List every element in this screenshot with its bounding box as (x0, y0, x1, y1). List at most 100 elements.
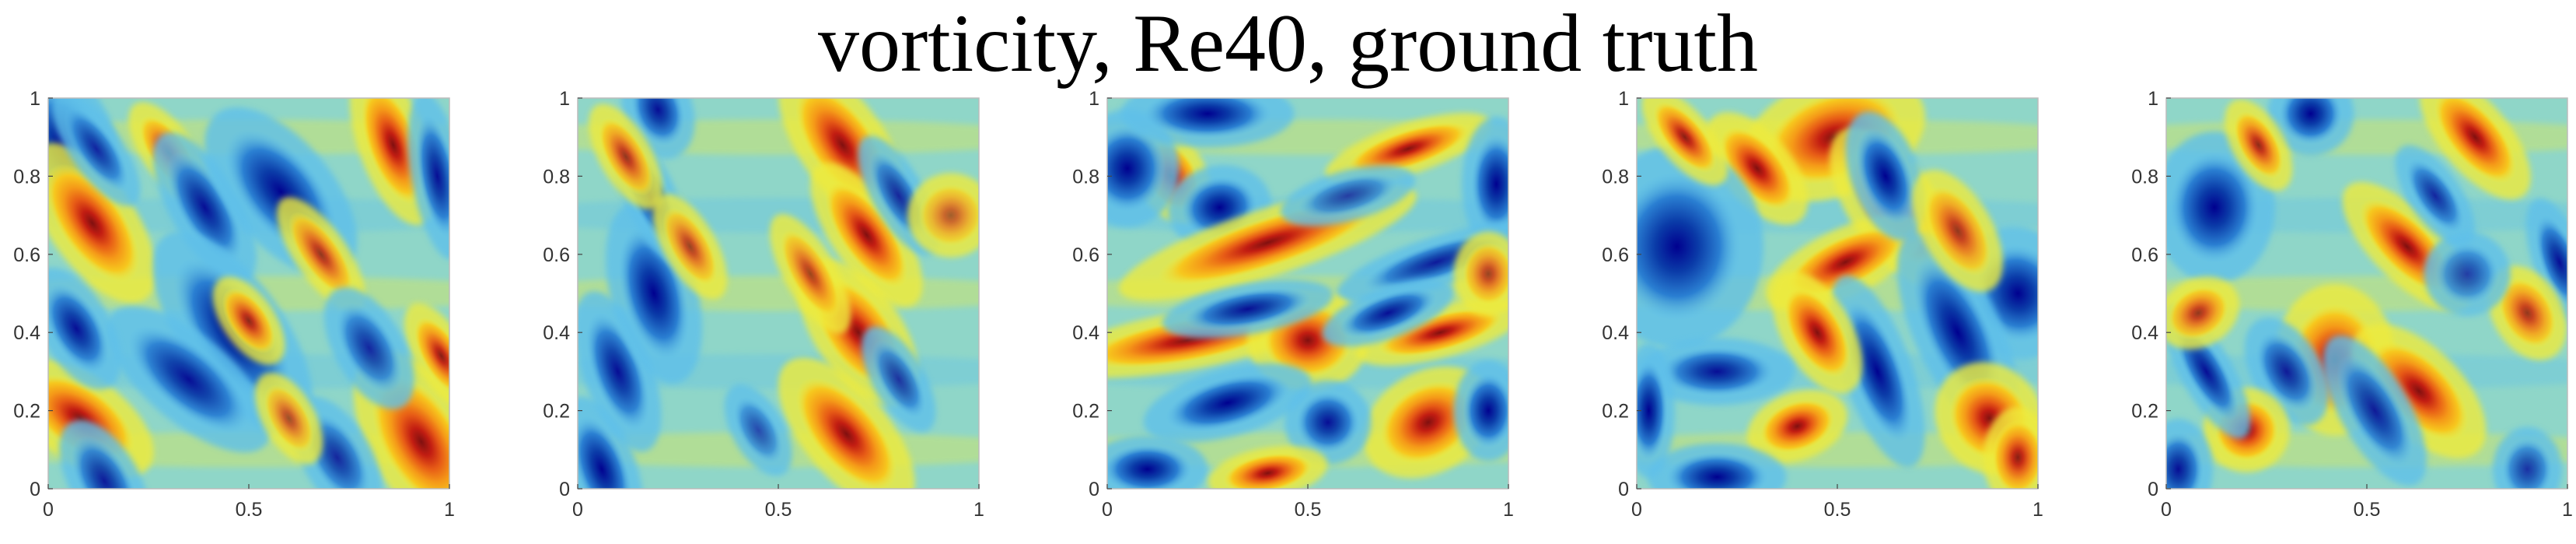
y-tick-label: 0.8 (2131, 166, 2158, 188)
positive-vortex (1760, 399, 1835, 454)
positive-vortex (1378, 307, 1503, 357)
negative-vortex (585, 312, 651, 431)
negative-vortex (71, 435, 138, 489)
positive-vortex (48, 163, 140, 283)
y-tick-label: 0.6 (2131, 244, 2158, 266)
negative-vortex (1107, 125, 1166, 212)
positive-vortex (2168, 286, 2229, 340)
field-band (2166, 198, 2567, 233)
negative-vortex (48, 283, 110, 374)
negative-vortex (2278, 98, 2344, 146)
negative-vortex (2534, 214, 2567, 310)
negative-vortex (2501, 437, 2553, 489)
figure-title: vorticity, Re40, ground truth (817, 0, 1758, 89)
y-tick-label: 0 (1618, 479, 1629, 500)
vorticity-panel-2: 0 0.2 0.4 0.6 0.8 1 0 0.5 1 (543, 88, 984, 521)
y-tick-label: 0.2 (1602, 401, 1629, 423)
negative-vortex (1842, 300, 1913, 443)
negative-vortex (1143, 98, 1272, 139)
y-tick-label: 1 (1089, 88, 1099, 110)
positive-vortex (795, 377, 897, 489)
negative-vortex (1470, 134, 1508, 234)
x-tick-label: 0.5 (236, 499, 263, 521)
y-tick-label: 0.4 (543, 322, 570, 344)
y-tick-label: 0.8 (1602, 166, 1629, 188)
y-tick-label: 0 (1089, 479, 1099, 500)
positive-vortex (1379, 381, 1477, 464)
positive-vortex (2233, 111, 2284, 179)
vorticity-panel-4: 0 0.2 0.4 0.6 0.8 1 0 0.5 1 (1602, 88, 2043, 521)
y-tick-label: 0.2 (543, 401, 570, 423)
y-tick-label: 0.6 (1602, 244, 1629, 266)
negative-vortex (1658, 346, 1775, 397)
x-tick-label: 0 (43, 499, 54, 521)
y-tick-label: 0.4 (1072, 322, 1099, 344)
negative-vortex (2255, 331, 2318, 412)
y-tick-label: 1 (1618, 88, 1629, 110)
y-tick-label: 0.4 (2131, 322, 2158, 344)
x-tick-label: 0.5 (2354, 499, 2381, 521)
negative-vortex (2405, 158, 2465, 233)
negative-vortex (1165, 373, 1290, 433)
positive-vortex (918, 184, 979, 247)
positive-vortex (414, 317, 449, 395)
positive-vortex (662, 207, 718, 286)
positive-vortex (1719, 126, 1795, 210)
y-tick-label: 1 (559, 88, 570, 110)
y-tick-label: 0.6 (543, 244, 570, 266)
vorticity-panel-5: 0 0.2 0.4 0.6 0.8 1 0 0.5 1 (2131, 88, 2573, 521)
negative-vortex (1107, 444, 1193, 489)
negative-vortex (2337, 355, 2413, 467)
negative-vortex (1339, 288, 1437, 339)
positive-vortex (288, 212, 354, 297)
negative-vortex (1184, 287, 1312, 331)
negative-vortex (1855, 128, 1915, 224)
positive-vortex (1463, 242, 1508, 306)
positive-vortex (1924, 185, 1991, 276)
y-tick-label: 1 (30, 88, 40, 110)
y-tick-label: 0 (30, 479, 40, 500)
y-tick-label: 0.8 (1072, 166, 1099, 188)
negative-vortex (128, 325, 250, 433)
negative-vortex (578, 416, 633, 489)
x-tick-label: 0 (1631, 499, 1642, 521)
positive-vortex (1784, 287, 1851, 378)
negative-vortex (1637, 360, 1669, 461)
x-tick-label: 0.5 (1295, 499, 1322, 521)
positive-vortex (1653, 101, 1717, 174)
y-tick-label: 1 (2148, 88, 2158, 110)
y-tick-label: 0.8 (13, 166, 40, 188)
negative-vortex (1463, 373, 1508, 448)
positive-vortex (825, 181, 908, 289)
positive-vortex (361, 98, 426, 205)
vorticity-panel-1: 0 0.2 0.4 0.6 0.8 1 0 0.5 1 (13, 88, 455, 521)
negative-vortex (2166, 431, 2204, 489)
positive-vortex (1223, 453, 1312, 489)
x-tick-label: 1 (1503, 499, 1514, 521)
y-tick-label: 0.4 (1602, 322, 1629, 344)
x-tick-label: 1 (444, 499, 455, 521)
negative-vortex (631, 98, 686, 146)
y-tick-label: 0 (559, 479, 570, 500)
negative-vortex (1295, 391, 1361, 454)
x-tick-label: 1 (2032, 499, 2043, 521)
x-tick-label: 0.5 (1824, 499, 1851, 521)
negative-vortex (1637, 171, 1742, 322)
field-band (578, 119, 979, 155)
negative-vortex (2434, 242, 2500, 306)
negative-vortex (166, 152, 243, 264)
positive-vortex (2498, 278, 2557, 348)
positive-vortex (2369, 341, 2469, 441)
negative-vortex (871, 340, 927, 419)
positive-vortex (598, 118, 654, 196)
negative-vortex (63, 106, 129, 191)
y-tick-label: 0.2 (13, 401, 40, 423)
negative-vortex (732, 396, 784, 465)
positive-vortex (264, 384, 314, 453)
negative-vortex (335, 303, 403, 394)
positive-vortex (780, 229, 841, 318)
negative-vortex (2169, 151, 2260, 264)
positive-vortex (1347, 121, 1470, 176)
y-tick-label: 0.4 (13, 322, 40, 344)
